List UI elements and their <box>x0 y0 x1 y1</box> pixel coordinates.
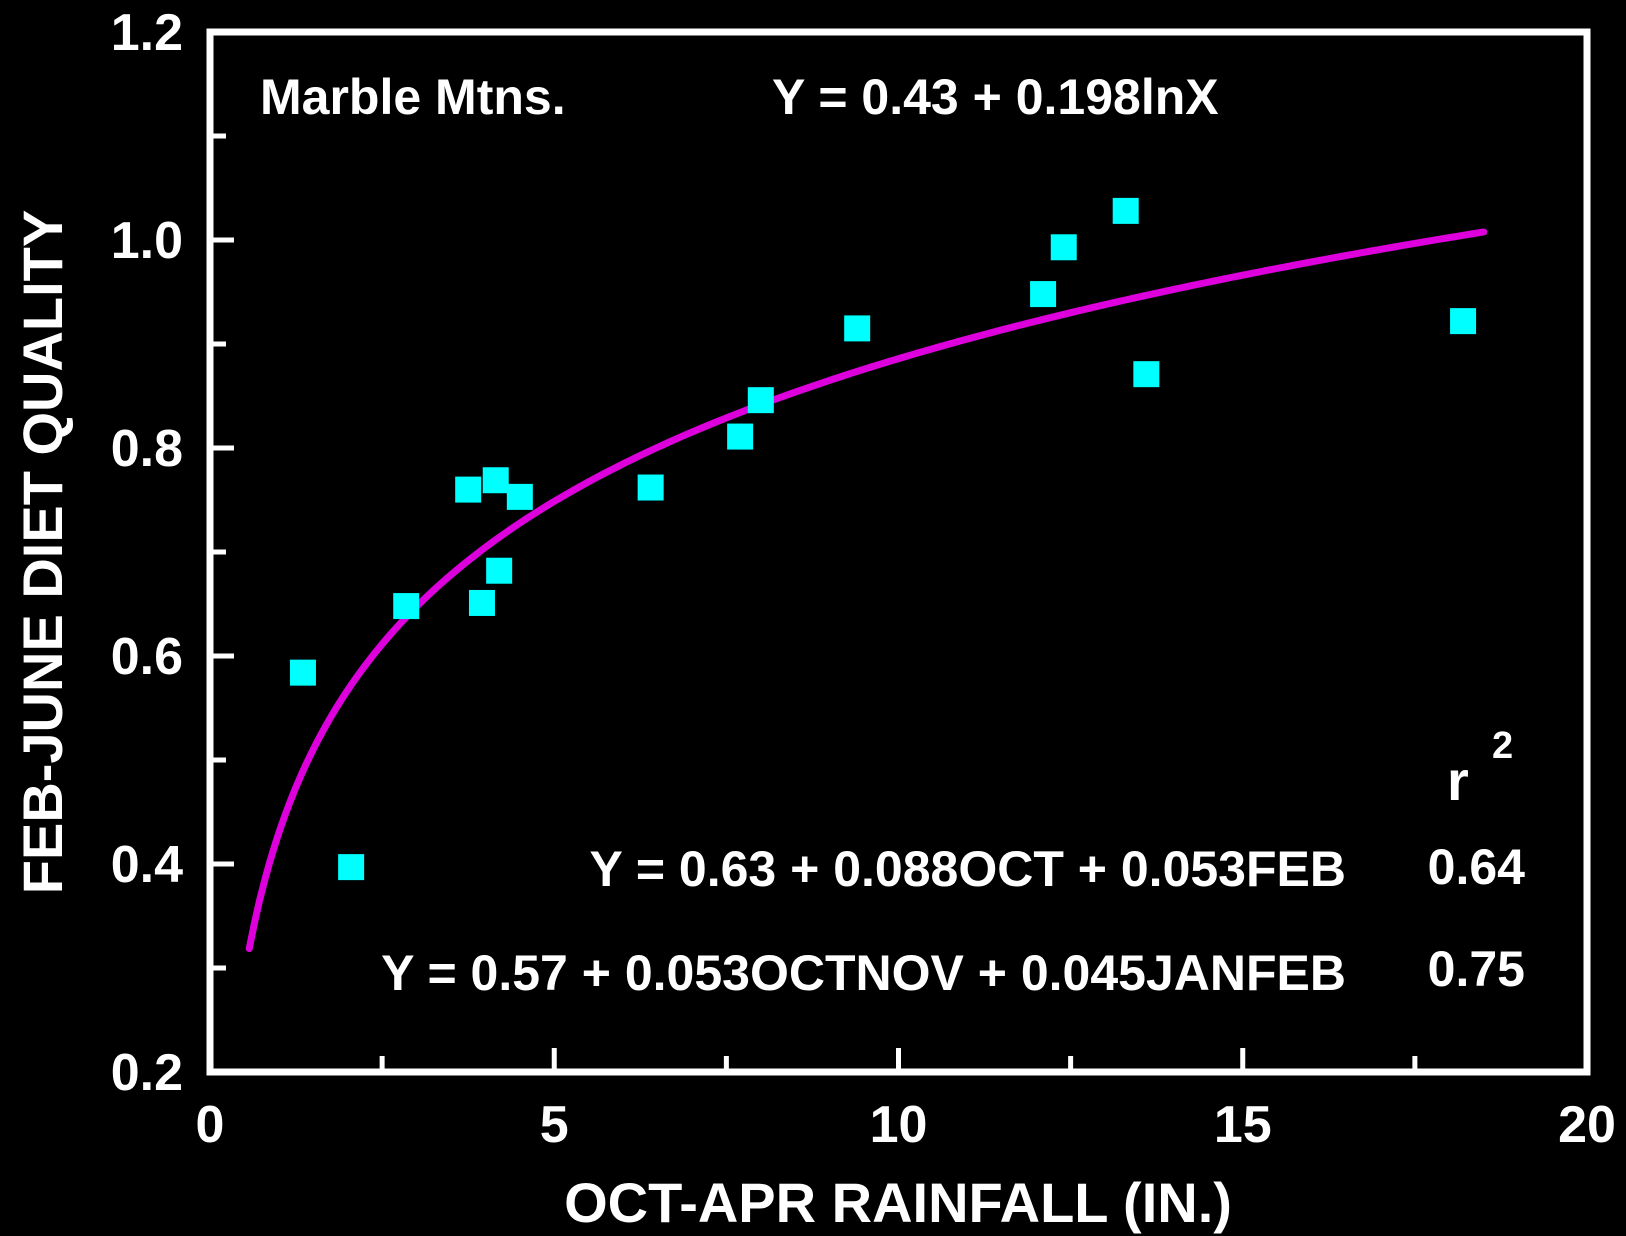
data-point <box>1030 281 1057 308</box>
site-label: Marble Mtns. <box>260 69 566 125</box>
data-point <box>506 483 533 510</box>
data-point <box>455 476 482 503</box>
ticks-layer: 0 5 10 15 20 0.2 0.4 0.6 0.8 1.0 1.2 <box>111 4 1616 1154</box>
r2-superscript: 2 <box>1492 725 1513 767</box>
x-tick-label: 20 <box>1558 1096 1616 1154</box>
fit-equation: Y = 0.43 + 0.198lnX <box>772 69 1219 125</box>
data-point <box>468 589 495 616</box>
x-tick-label: 15 <box>1214 1096 1272 1154</box>
data-point <box>637 474 664 501</box>
r2-value-1: 0.64 <box>1428 839 1526 895</box>
y-tick-label: 0.6 <box>111 628 183 686</box>
data-point <box>844 315 871 342</box>
data-point <box>1112 197 1139 224</box>
marks-layer <box>245 197 1488 953</box>
regression-equation-1: Y = 0.63 + 0.088OCT + 0.053FEB <box>590 841 1347 897</box>
data-point <box>1133 361 1160 388</box>
r2-label: r <box>1447 749 1469 812</box>
data-point <box>727 423 754 450</box>
y-tick-label: 0.4 <box>111 836 183 894</box>
data-point <box>482 467 509 494</box>
data-point <box>1050 234 1077 261</box>
data-point <box>289 659 316 686</box>
regression-equation-2: Y = 0.57 + 0.053OCTNOV + 0.045JANFEB <box>381 945 1346 1001</box>
r2-value-2: 0.75 <box>1428 941 1525 997</box>
data-point <box>338 854 365 881</box>
data-point <box>486 557 513 584</box>
data-point <box>393 593 420 620</box>
x-tick-label: 0 <box>196 1096 225 1154</box>
y-tick-label: 1.0 <box>111 212 183 270</box>
fit-line <box>245 228 1488 953</box>
x-axis-title: OCT-APR RAINFALL (IN.) <box>564 1171 1232 1234</box>
y-tick-label: 0.8 <box>111 420 183 478</box>
y-tick-label: 1.2 <box>111 4 183 62</box>
x-tick-label: 10 <box>870 1096 928 1154</box>
y-axis-title: FEB-JUNE DIET QUALITY <box>11 210 74 894</box>
y-tick-label: 0.2 <box>111 1044 183 1102</box>
x-tick-label: 5 <box>540 1096 569 1154</box>
data-point <box>747 387 774 414</box>
data-point <box>1450 308 1477 335</box>
